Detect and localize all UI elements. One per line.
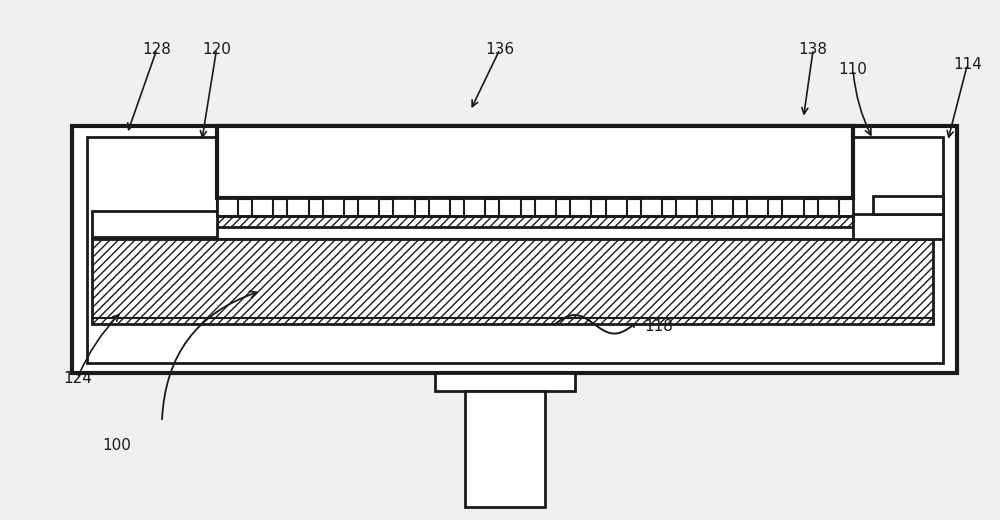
- Text: 114: 114: [953, 57, 982, 72]
- Bar: [87, 137, 943, 363]
- Bar: [358, 198, 379, 216]
- Bar: [429, 198, 450, 216]
- Bar: [217, 216, 853, 227]
- Bar: [782, 198, 804, 216]
- Bar: [217, 126, 853, 198]
- Text: 138: 138: [799, 42, 828, 57]
- Bar: [676, 198, 697, 216]
- Text: 128: 128: [142, 42, 171, 57]
- Bar: [217, 198, 238, 216]
- Bar: [323, 198, 344, 216]
- Bar: [499, 198, 521, 216]
- FancyArrowPatch shape: [162, 291, 257, 419]
- Bar: [252, 198, 273, 216]
- Text: 124: 124: [63, 371, 92, 386]
- Text: 136: 136: [485, 42, 515, 57]
- Bar: [287, 198, 309, 216]
- Bar: [853, 214, 943, 239]
- Bar: [712, 198, 733, 216]
- Bar: [393, 198, 415, 216]
- Bar: [465, 391, 545, 507]
- Text: 110: 110: [839, 62, 867, 77]
- Bar: [535, 198, 556, 216]
- Text: 120: 120: [202, 42, 231, 57]
- Bar: [606, 198, 627, 216]
- Bar: [92, 211, 217, 237]
- Bar: [92, 239, 933, 324]
- Bar: [72, 126, 957, 373]
- Text: 100: 100: [103, 438, 132, 453]
- Bar: [818, 198, 839, 216]
- Bar: [464, 198, 485, 216]
- Bar: [873, 196, 943, 214]
- Bar: [641, 198, 662, 216]
- Bar: [747, 198, 768, 216]
- Bar: [570, 198, 591, 216]
- Bar: [435, 373, 575, 391]
- Text: 118: 118: [645, 319, 674, 334]
